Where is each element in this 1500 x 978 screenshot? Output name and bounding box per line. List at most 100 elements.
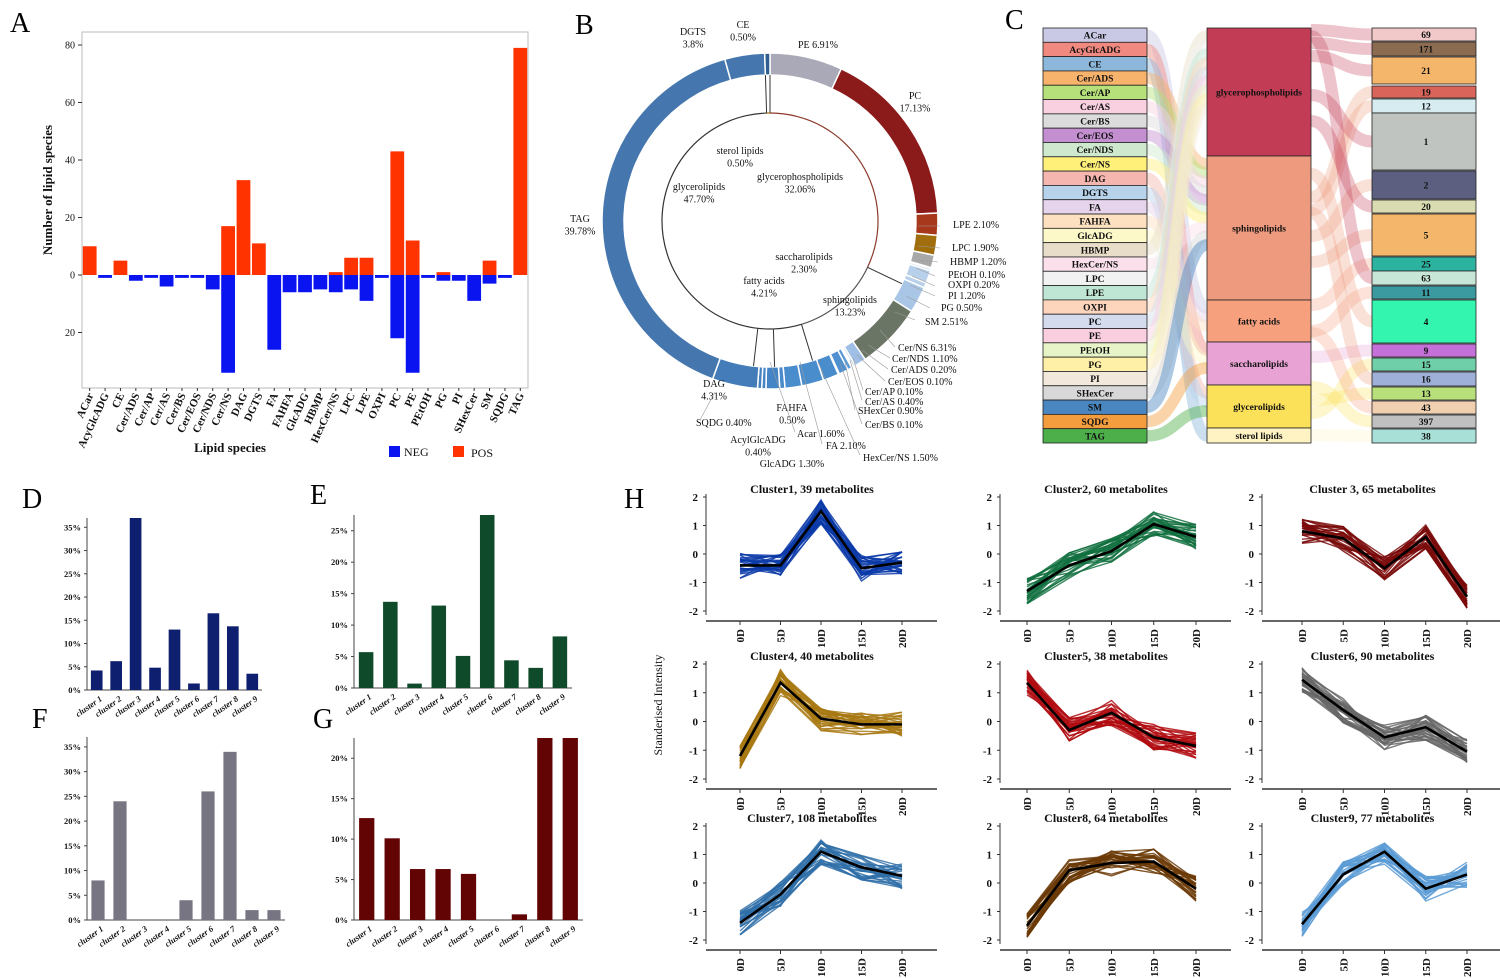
sankey-node-label: sterol lipids — [1235, 432, 1282, 442]
x-tick-label: 5D — [1064, 629, 1076, 643]
y-tick-label: 20% — [331, 557, 348, 567]
donut-label: 39.78% — [565, 227, 596, 238]
donut-segment-TAG — [601, 58, 732, 380]
sankey-cluster-node — [1371, 371, 1477, 387]
sankey-node-label: PEtOH — [1080, 346, 1111, 356]
x-tick-label: 15D — [1421, 629, 1433, 648]
x-tick-label: cluster 4 — [420, 923, 450, 948]
bar-cluster-8 — [537, 738, 553, 920]
x-tick-label: 15D — [857, 629, 869, 648]
y-tick-label: 15% — [64, 615, 81, 625]
sankey-flow — [1144, 43, 1210, 356]
x-tick-label: 5D — [1338, 797, 1350, 811]
x-tick-label: 20D — [1462, 797, 1474, 816]
metabolite-trace — [1026, 690, 1197, 746]
donut-label: LPC 1.90% — [952, 243, 999, 254]
sankey-flow — [1310, 179, 1373, 242]
sankey-flow — [1145, 201, 1209, 323]
x-tick-label: 10D — [1380, 958, 1392, 977]
bar-pos-ACar — [82, 246, 97, 275]
y-tick-label: 5% — [335, 652, 348, 662]
sankey-flow — [1144, 57, 1210, 313]
donut-label: Cer/BS 0.10% — [865, 420, 923, 431]
sankey-cluster-label: 63 — [1421, 275, 1431, 285]
y-tick-label: -2 — [1245, 606, 1255, 618]
bar-cluster-8 — [528, 667, 543, 688]
leader-line — [917, 259, 939, 263]
bar-neg-PG — [436, 275, 451, 281]
bar-cluster-5 — [168, 629, 181, 690]
x-tick-label: 20D — [897, 629, 909, 648]
sankey-flow — [1145, 86, 1209, 179]
leader-line — [867, 344, 891, 359]
donut-label: Cer/NDS 1.10% — [892, 354, 958, 365]
bar-pos-SM — [482, 260, 497, 275]
x-tick-label: 5D — [776, 629, 788, 643]
sankey-node-label: fatty acids — [1238, 318, 1280, 328]
sankey-node-label: LPE — [1086, 289, 1104, 299]
x-tick-label: 5D — [1338, 958, 1350, 972]
sankey-node-label: Cer/EOS — [1077, 132, 1114, 142]
y-tick-label: 1 — [1249, 688, 1255, 700]
metabolite-trace — [1026, 683, 1197, 751]
donut-label: DGTS — [680, 27, 706, 38]
sankey-flow — [1310, 429, 1373, 442]
sankey-flow — [1146, 158, 1208, 224]
x-tick-label: 20D — [1191, 797, 1203, 816]
bar-pos-PC — [390, 151, 405, 275]
x-tick-label: cluster 4 — [416, 691, 446, 716]
x-tick-label: FA — [264, 391, 281, 409]
inner-ring-divider — [801, 324, 814, 361]
donut-label: TAG — [570, 214, 590, 225]
panel-label-h: H — [624, 484, 645, 515]
y-tick-label: 30% — [64, 767, 81, 777]
bar-neg-HexCer/NS — [328, 275, 343, 293]
leader-line — [817, 361, 861, 456]
leader-line — [915, 267, 936, 277]
metabolite-trace — [739, 860, 903, 921]
metabolite-trace — [739, 668, 903, 762]
sankey-flow — [1144, 93, 1210, 371]
sankey-cluster-label: 20 — [1421, 203, 1431, 213]
panel-label-e: E — [310, 480, 328, 511]
sankey-node-label: SM — [1088, 404, 1102, 414]
y-tick-label: 10% — [331, 620, 348, 630]
donut-label: Cer/ADS 0.20% — [891, 365, 957, 376]
donut-label: 32.06% — [785, 185, 816, 196]
bar-neg-AcyGlcADG — [98, 275, 112, 278]
legend-swatch-neg — [389, 446, 400, 457]
sankey-node-label: PC — [1089, 318, 1102, 328]
inner-ring-sterol lipids — [766, 112, 770, 114]
sankey-flow — [1310, 24, 1373, 41]
sankey-flow — [1310, 387, 1373, 406]
leader-line — [917, 245, 941, 249]
panel-label-d: D — [22, 484, 43, 515]
leader-line — [844, 361, 856, 411]
donut-label: 4.21% — [751, 289, 777, 300]
donut-segment-PE — [769, 52, 843, 90]
inner-ring-divider — [772, 328, 776, 367]
sankey-node-glycerolipids — [1206, 384, 1312, 429]
y-tick-label: 2 — [1249, 659, 1255, 671]
x-tick-label: cluster 2 — [369, 923, 400, 949]
sankey-flow — [1144, 58, 1210, 442]
metabolite-trace — [1301, 683, 1468, 753]
y-tick-label: -2 — [689, 606, 699, 618]
x-tick-label: cluster 9 — [537, 691, 568, 717]
bar-cluster-1 — [358, 652, 374, 688]
y-tick-label: 20% — [64, 592, 81, 602]
bar-neg-GlcADG — [298, 275, 312, 293]
inner-ring-fatty acids — [773, 323, 802, 330]
bar-cluster-5 — [455, 655, 471, 688]
plot-frame — [81, 31, 529, 389]
sankey-cluster-node — [1371, 112, 1477, 171]
sankey-flow — [1310, 381, 1373, 428]
sankey-node-TAG — [1042, 428, 1148, 444]
x-tick-label: 0D — [735, 629, 747, 643]
x-tick-label: 0D — [735, 958, 747, 972]
bar-cluster-8 — [227, 626, 239, 690]
y-tick-label: 0 — [693, 549, 699, 561]
legend-label-neg: NEG — [404, 445, 429, 459]
sankey-node-label: HBMP — [1081, 246, 1110, 256]
